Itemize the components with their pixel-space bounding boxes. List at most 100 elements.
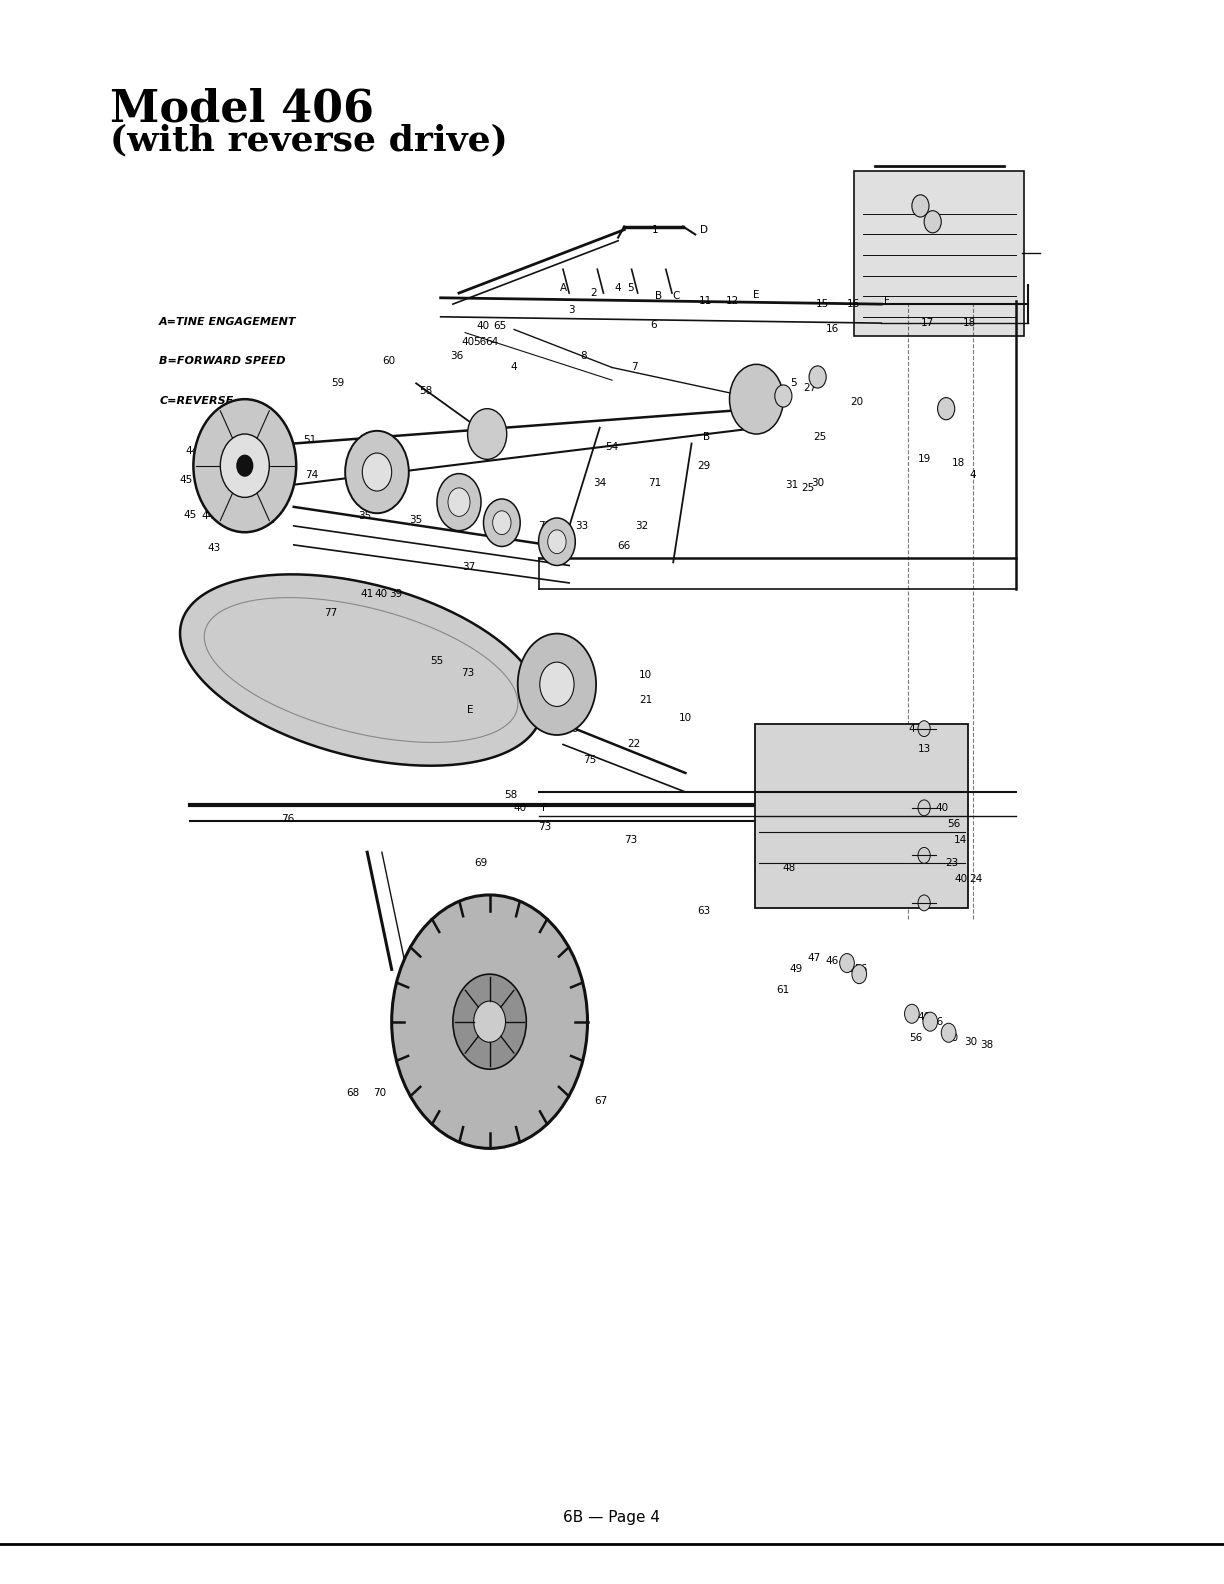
Text: 10: 10 [679, 713, 692, 722]
Circle shape [918, 847, 930, 863]
Circle shape [539, 518, 575, 565]
Text: 38: 38 [980, 1041, 993, 1050]
Text: 40: 40 [375, 589, 387, 599]
Text: A: A [559, 284, 567, 293]
Text: 69: 69 [475, 859, 487, 868]
Text: 40: 40 [918, 1012, 930, 1022]
Text: 73: 73 [539, 822, 551, 832]
Circle shape [941, 1023, 956, 1042]
Polygon shape [180, 575, 542, 765]
Text: 13: 13 [918, 744, 930, 754]
Text: 16: 16 [826, 325, 838, 334]
Text: 56: 56 [854, 965, 867, 974]
Circle shape [938, 398, 955, 420]
Circle shape [923, 1012, 938, 1031]
Circle shape [437, 474, 481, 531]
Text: 64: 64 [486, 337, 498, 347]
Text: D: D [529, 670, 536, 680]
Text: 43: 43 [208, 543, 220, 553]
Circle shape [540, 662, 574, 706]
Text: 31: 31 [786, 480, 798, 489]
Text: 8: 8 [580, 352, 588, 361]
Text: 5: 5 [789, 379, 797, 388]
Text: 22: 22 [628, 740, 640, 749]
Text: 74: 74 [306, 470, 318, 480]
Text: 36: 36 [450, 352, 463, 361]
Circle shape [852, 965, 867, 984]
Text: F: F [885, 296, 890, 306]
Circle shape [362, 453, 392, 491]
Text: 40: 40 [955, 874, 967, 884]
Circle shape [809, 366, 826, 388]
Circle shape [918, 895, 930, 911]
Text: 56: 56 [909, 1033, 922, 1042]
Text: 75: 75 [584, 756, 596, 765]
Text: 56: 56 [930, 1017, 942, 1026]
Text: 6: 6 [650, 320, 657, 329]
Text: 48: 48 [783, 863, 796, 873]
Text: 45: 45 [180, 475, 192, 485]
Text: 19: 19 [918, 455, 930, 464]
Text: 35: 35 [359, 512, 371, 521]
Circle shape [905, 1004, 919, 1023]
Text: 76: 76 [282, 814, 294, 824]
Text: 40: 40 [477, 322, 490, 331]
Text: 40: 40 [936, 803, 949, 813]
Text: C: C [672, 291, 679, 301]
Circle shape [468, 409, 507, 459]
Text: 36: 36 [548, 550, 561, 559]
Text: 33: 33 [575, 521, 588, 531]
Text: 27: 27 [804, 383, 816, 393]
Text: 7: 7 [630, 363, 638, 372]
Circle shape [483, 499, 520, 546]
Circle shape [220, 434, 269, 497]
Text: 56: 56 [947, 819, 960, 828]
Circle shape [474, 1001, 506, 1042]
Text: 49: 49 [789, 965, 802, 974]
Text: 18: 18 [952, 458, 965, 467]
Circle shape [918, 721, 930, 737]
Text: 25: 25 [814, 432, 826, 442]
Text: 58: 58 [504, 790, 517, 800]
Circle shape [193, 399, 296, 532]
Text: 35: 35 [410, 515, 422, 524]
FancyBboxPatch shape [854, 171, 1024, 336]
Text: 53: 53 [395, 461, 408, 470]
Text: 2: 2 [590, 288, 597, 298]
Text: 26: 26 [761, 375, 774, 385]
Text: 52: 52 [365, 432, 377, 442]
Text: 73: 73 [461, 668, 474, 678]
Text: 42: 42 [263, 515, 275, 524]
Text: 16: 16 [847, 299, 859, 309]
Text: 30: 30 [965, 1038, 977, 1047]
Text: A=TINE ENGAGEMENT: A=TINE ENGAGEMENT [159, 317, 296, 326]
Text: 46: 46 [826, 957, 838, 966]
Text: B: B [703, 432, 710, 442]
Text: 40: 40 [946, 1033, 958, 1042]
Text: 77: 77 [324, 608, 337, 618]
Circle shape [492, 510, 510, 535]
Circle shape [912, 195, 929, 217]
Circle shape [448, 488, 470, 516]
Text: 70: 70 [373, 1088, 386, 1098]
Text: 61: 61 [777, 985, 789, 995]
Text: 54: 54 [606, 442, 618, 451]
Text: 68: 68 [346, 1088, 359, 1098]
Text: 59: 59 [332, 379, 344, 388]
Text: 21: 21 [640, 695, 652, 705]
Text: 44: 44 [202, 512, 214, 521]
Text: 60: 60 [383, 356, 395, 366]
Circle shape [730, 364, 783, 434]
Text: 41: 41 [361, 589, 373, 599]
Text: 20: 20 [851, 398, 863, 407]
Text: 58: 58 [420, 386, 432, 396]
Text: 6B — Page 4: 6B — Page 4 [563, 1510, 661, 1525]
Circle shape [392, 895, 588, 1148]
Text: 43: 43 [198, 431, 211, 440]
Circle shape [518, 634, 596, 735]
Text: 37: 37 [463, 562, 475, 572]
Text: 56: 56 [474, 337, 486, 347]
Text: 12: 12 [726, 296, 738, 306]
Text: 14: 14 [955, 835, 967, 844]
Text: 26: 26 [565, 724, 578, 733]
